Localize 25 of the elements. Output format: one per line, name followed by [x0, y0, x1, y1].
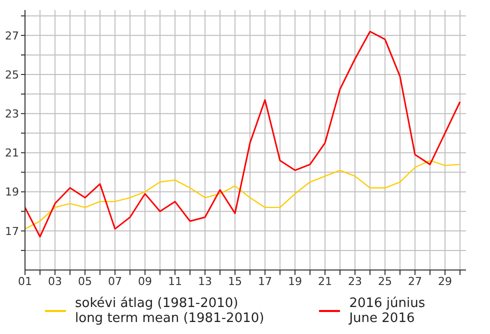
x-tick-label: 11 [168, 274, 182, 288]
y-tick-label: 17 [5, 224, 19, 238]
legend-label: 2016 június June 2016 [349, 296, 426, 326]
x-tick-label: 13 [198, 274, 212, 288]
x-tick-label: 25 [378, 274, 392, 288]
y-tick-label: 25 [5, 68, 19, 82]
x-tick-label: 21 [318, 274, 332, 288]
x-tick-label: 15 [228, 274, 242, 288]
x-tick-label: 19 [288, 274, 302, 288]
x-tick-label: 17 [258, 274, 272, 288]
y-tick-label: 19 [5, 186, 19, 199]
x-tick-label: 03 [48, 274, 62, 288]
y-tick-label: 27 [5, 29, 19, 42]
x-tick-label: 09 [138, 274, 152, 288]
legend-label: sokévi átlag (1981-2010) long term mean (1981-2010) [75, 296, 264, 326]
x-tick-label: 27 [408, 274, 422, 288]
x-tick-label: 07 [108, 274, 122, 288]
x-tick-label: 05 [78, 274, 92, 288]
line-series [25, 160, 461, 230]
y-tick-label: 21 [5, 146, 19, 160]
x-tick-label: 23 [348, 274, 362, 288]
x-tick-label: 29 [438, 274, 452, 288]
line-series [25, 30, 461, 238]
y-tick-label: 23 [5, 108, 19, 121]
x-tick-label: 01 [18, 274, 32, 288]
